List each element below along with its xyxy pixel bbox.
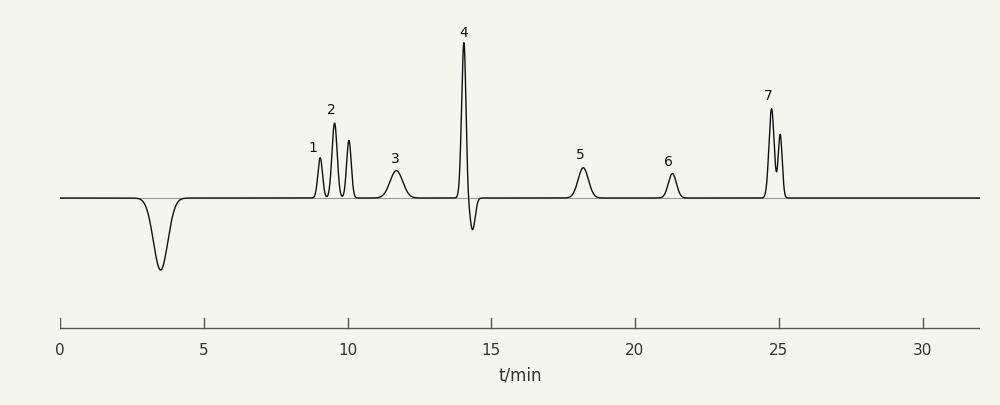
Text: 7: 7 — [764, 89, 773, 103]
Text: 15: 15 — [482, 343, 501, 358]
Text: 1: 1 — [309, 141, 317, 155]
Text: 25: 25 — [769, 343, 788, 358]
Text: 5: 5 — [199, 343, 209, 358]
Text: 5: 5 — [576, 148, 585, 162]
Text: 30: 30 — [913, 343, 932, 358]
Text: 6: 6 — [664, 155, 672, 169]
Text: 2: 2 — [327, 103, 336, 117]
Text: 3: 3 — [391, 152, 399, 166]
Text: 4: 4 — [460, 26, 468, 40]
Text: 0: 0 — [55, 343, 65, 358]
Text: 20: 20 — [625, 343, 645, 358]
Text: t/min: t/min — [498, 367, 542, 385]
Text: 10: 10 — [338, 343, 357, 358]
